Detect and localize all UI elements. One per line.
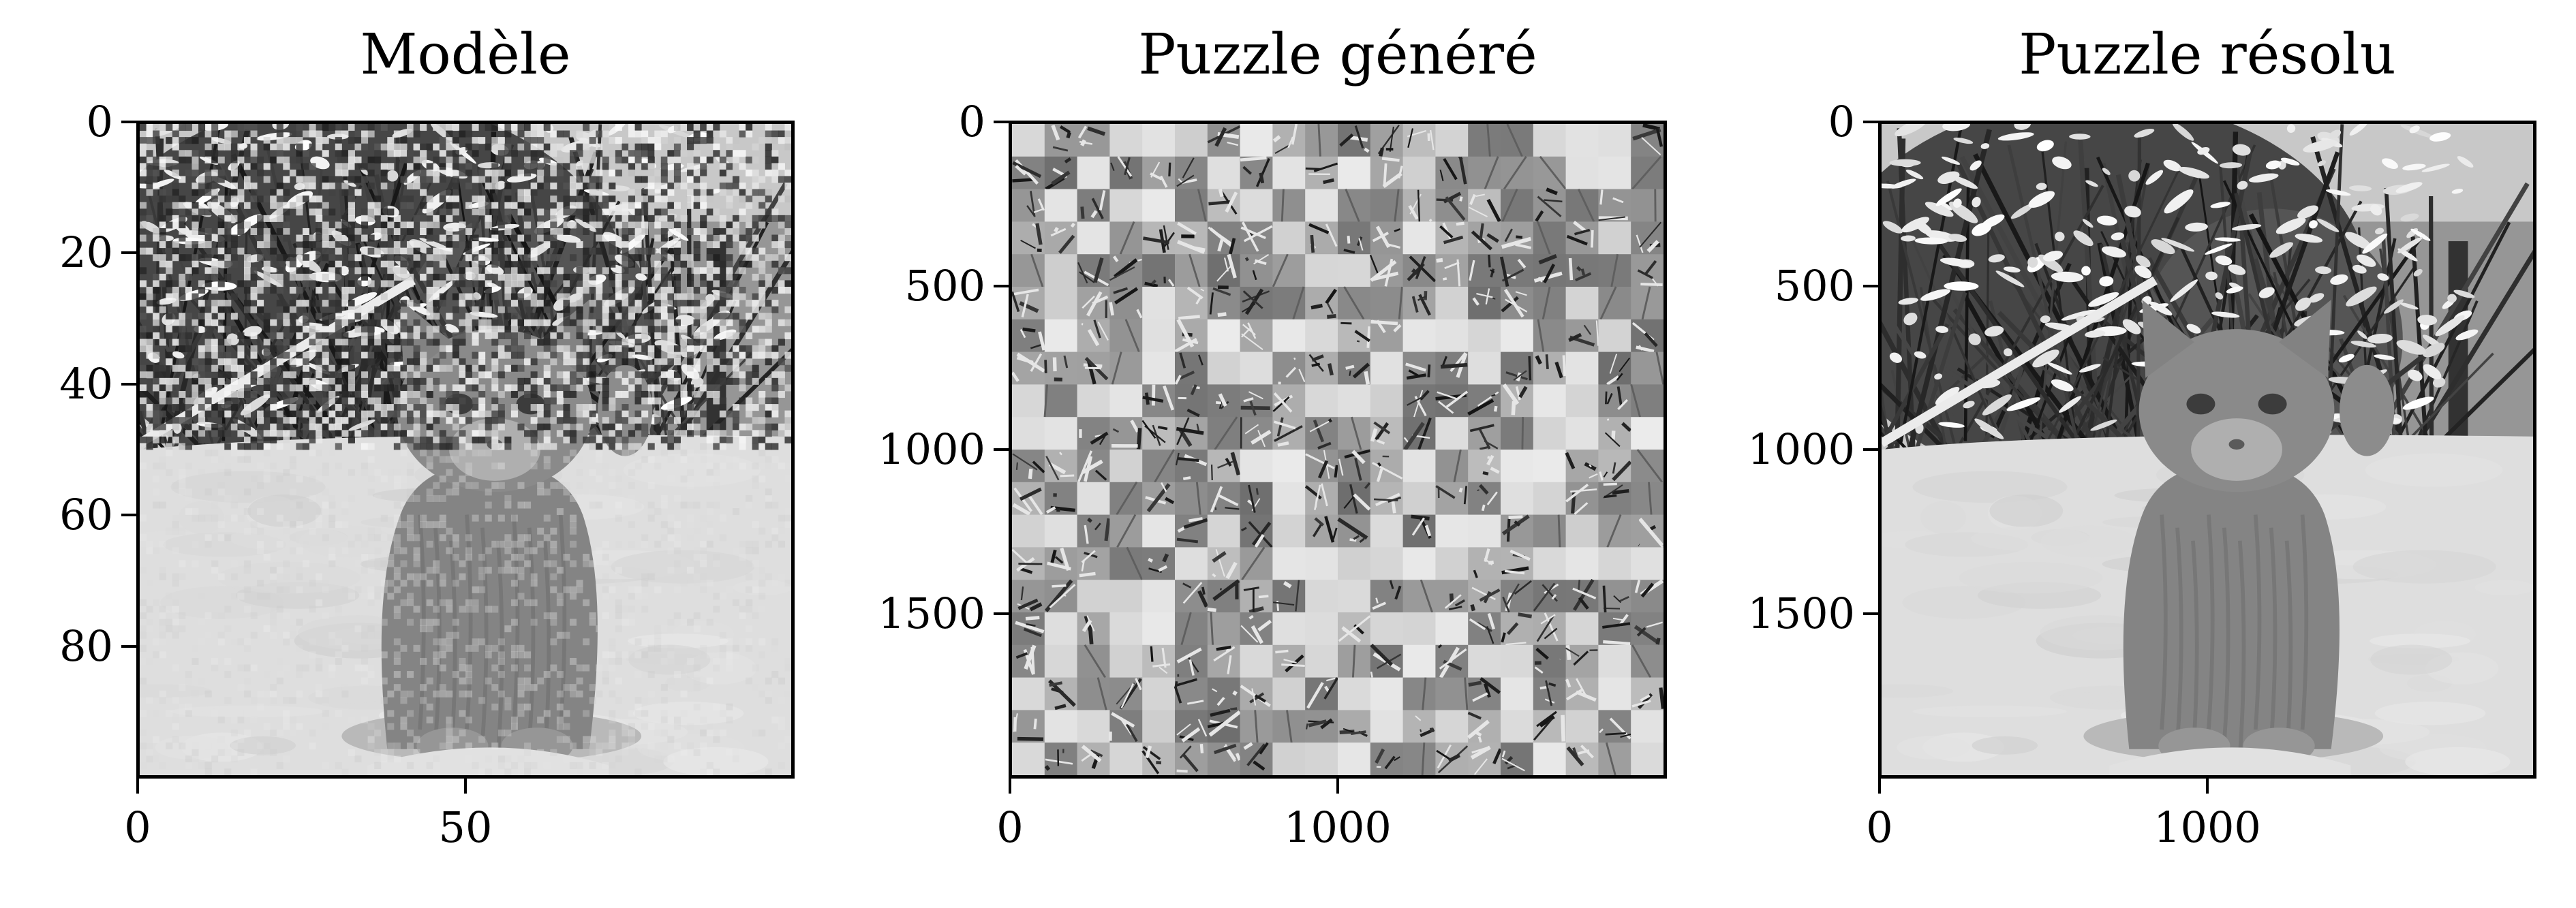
- y-tick-mark: [121, 644, 136, 648]
- y-tick-label: 1500: [878, 588, 985, 638]
- x-tick-label: 0: [996, 802, 1024, 852]
- x-tick-label: 1000: [2153, 802, 2261, 852]
- image-axes-solved: [1878, 121, 2536, 779]
- panel-model: Modèle 0 20 40 60 80 0 50: [0, 0, 859, 908]
- panel-title: Puzzle généré: [1138, 22, 1537, 87]
- y-tick-label: 1000: [878, 424, 985, 474]
- y-tick-label: 60: [59, 490, 113, 540]
- puzzle-tiles: [1012, 124, 1663, 775]
- y-tick-mark: [994, 284, 1009, 287]
- y-tick-mark: [1863, 448, 1878, 451]
- y-tick-mark: [994, 121, 1009, 123]
- y-tick-label: 40: [59, 358, 113, 409]
- solved-puzzle-image: [1882, 124, 2533, 775]
- x-tick-mark: [136, 779, 139, 794]
- y-tick-mark: [121, 382, 136, 386]
- y-tick-label: 0: [958, 97, 985, 146]
- x-tick-label: 1000: [1284, 802, 1392, 852]
- x-tick-label: 0: [124, 802, 151, 852]
- x-tick-mark: [1009, 779, 1011, 794]
- x-tick-mark: [464, 779, 467, 794]
- pixel-grid: [140, 124, 791, 775]
- panel-title: Puzzle résolu: [2019, 22, 2396, 87]
- y-tick-label: 0: [1828, 97, 1855, 146]
- x-tick-label: 50: [438, 802, 493, 852]
- y-tick-label: 20: [59, 228, 113, 278]
- y-tick-mark: [121, 251, 136, 255]
- y-tick-mark: [121, 121, 136, 123]
- y-tick-mark: [994, 448, 1009, 451]
- generated-puzzle-image: [1012, 124, 1663, 775]
- x-tick-label: 0: [1866, 802, 1893, 852]
- y-tick-mark: [1863, 284, 1878, 287]
- y-tick-label: 0: [86, 97, 113, 146]
- y-tick-label: 500: [1774, 260, 1855, 311]
- y-tick-label: 1500: [1747, 588, 1855, 638]
- x-tick-mark: [2206, 779, 2209, 794]
- image-axes-generated: [1009, 121, 1667, 779]
- image-axes-model: [136, 121, 795, 779]
- y-tick-mark: [1863, 612, 1878, 615]
- y-tick-mark: [121, 514, 136, 517]
- x-tick-mark: [1336, 779, 1339, 794]
- panel-generated: Puzzle généré 0 500 1000 1500 0 1000: [878, 22, 1667, 852]
- y-tick-label: 1000: [1747, 424, 1855, 474]
- y-tick-label: 500: [904, 260, 985, 311]
- scene: [1882, 124, 2533, 775]
- model-image: [140, 124, 791, 775]
- x-tick-mark: [1878, 779, 1881, 794]
- y-tick-mark: [1863, 121, 1878, 123]
- y-tick-label: 80: [59, 621, 113, 671]
- panel-title: Modèle: [360, 22, 571, 87]
- y-tick-mark: [994, 612, 1009, 615]
